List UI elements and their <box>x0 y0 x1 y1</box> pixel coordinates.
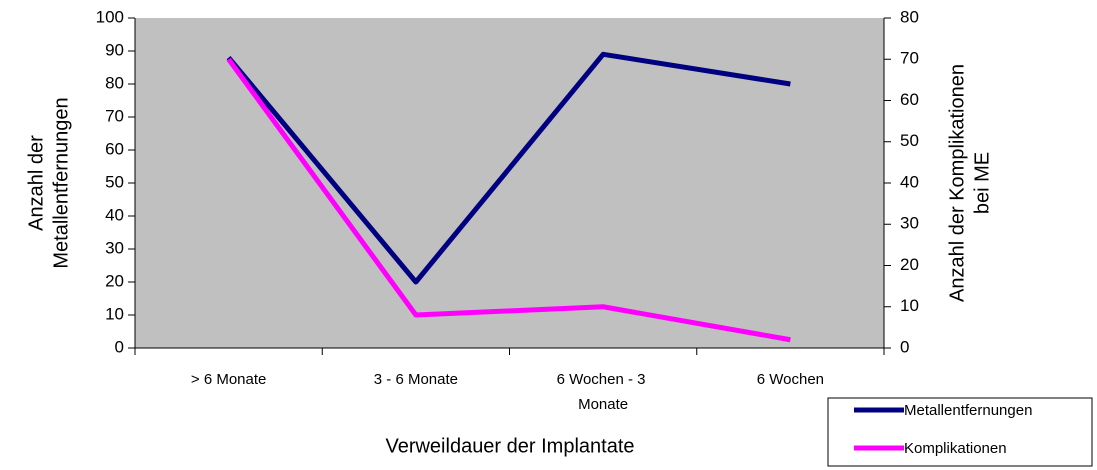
y2-tick-label: 0 <box>900 337 909 356</box>
x-axis-title: Verweildauer der Implantate <box>385 435 634 457</box>
y-tick-label: 50 <box>105 172 124 191</box>
x-tick-label: 6 Wochen <box>757 371 824 388</box>
y2-tick-label: 30 <box>900 214 919 233</box>
x-tick-label-line: 6 Wochen - 3 <box>557 371 650 388</box>
series-line <box>226 57 791 343</box>
series-line <box>226 51 791 285</box>
y2-tick-label: 40 <box>900 172 919 191</box>
y-tick-label: 70 <box>105 106 124 125</box>
y2-tick-label: 50 <box>900 131 919 150</box>
y-tick-label: 100 <box>96 7 124 26</box>
x-tick-label-line: Monate <box>578 396 628 413</box>
legend-label: Metallentfernungen <box>904 402 1032 419</box>
x-tick-label: 3 - 6 Monate <box>374 371 458 388</box>
plot-area <box>135 18 884 348</box>
y-axis-title: Anzahl der <box>25 135 47 231</box>
x-tick-label: 6 Wochen - 3 Monate <box>557 371 650 413</box>
y2-tick-label: 10 <box>900 296 919 315</box>
y2-tick-label: 60 <box>900 90 919 109</box>
y2-tick-label: 80 <box>900 7 919 26</box>
y-tick-label: 80 <box>105 73 124 92</box>
legend-label: Komplikationen <box>904 440 1007 457</box>
y-tick-label: 0 <box>115 337 124 356</box>
y-tick-label: 10 <box>105 304 124 323</box>
y2-axis-title: Anzahl der Komplikationen <box>946 64 968 302</box>
y-tick-label: 20 <box>105 271 124 290</box>
y2-tick-label: 20 <box>900 255 919 274</box>
x-tick-label: > 6 Monate <box>191 371 266 388</box>
y2-tick-label: 70 <box>900 49 919 68</box>
y-axis-title: Metallentfernungen <box>50 97 72 268</box>
y-tick-label: 30 <box>105 238 124 257</box>
y-tick-label: 40 <box>105 205 124 224</box>
y-tick-label: 60 <box>105 139 124 158</box>
y-tick-label: 90 <box>105 40 124 59</box>
y2-axis-title: bei ME <box>971 152 993 214</box>
